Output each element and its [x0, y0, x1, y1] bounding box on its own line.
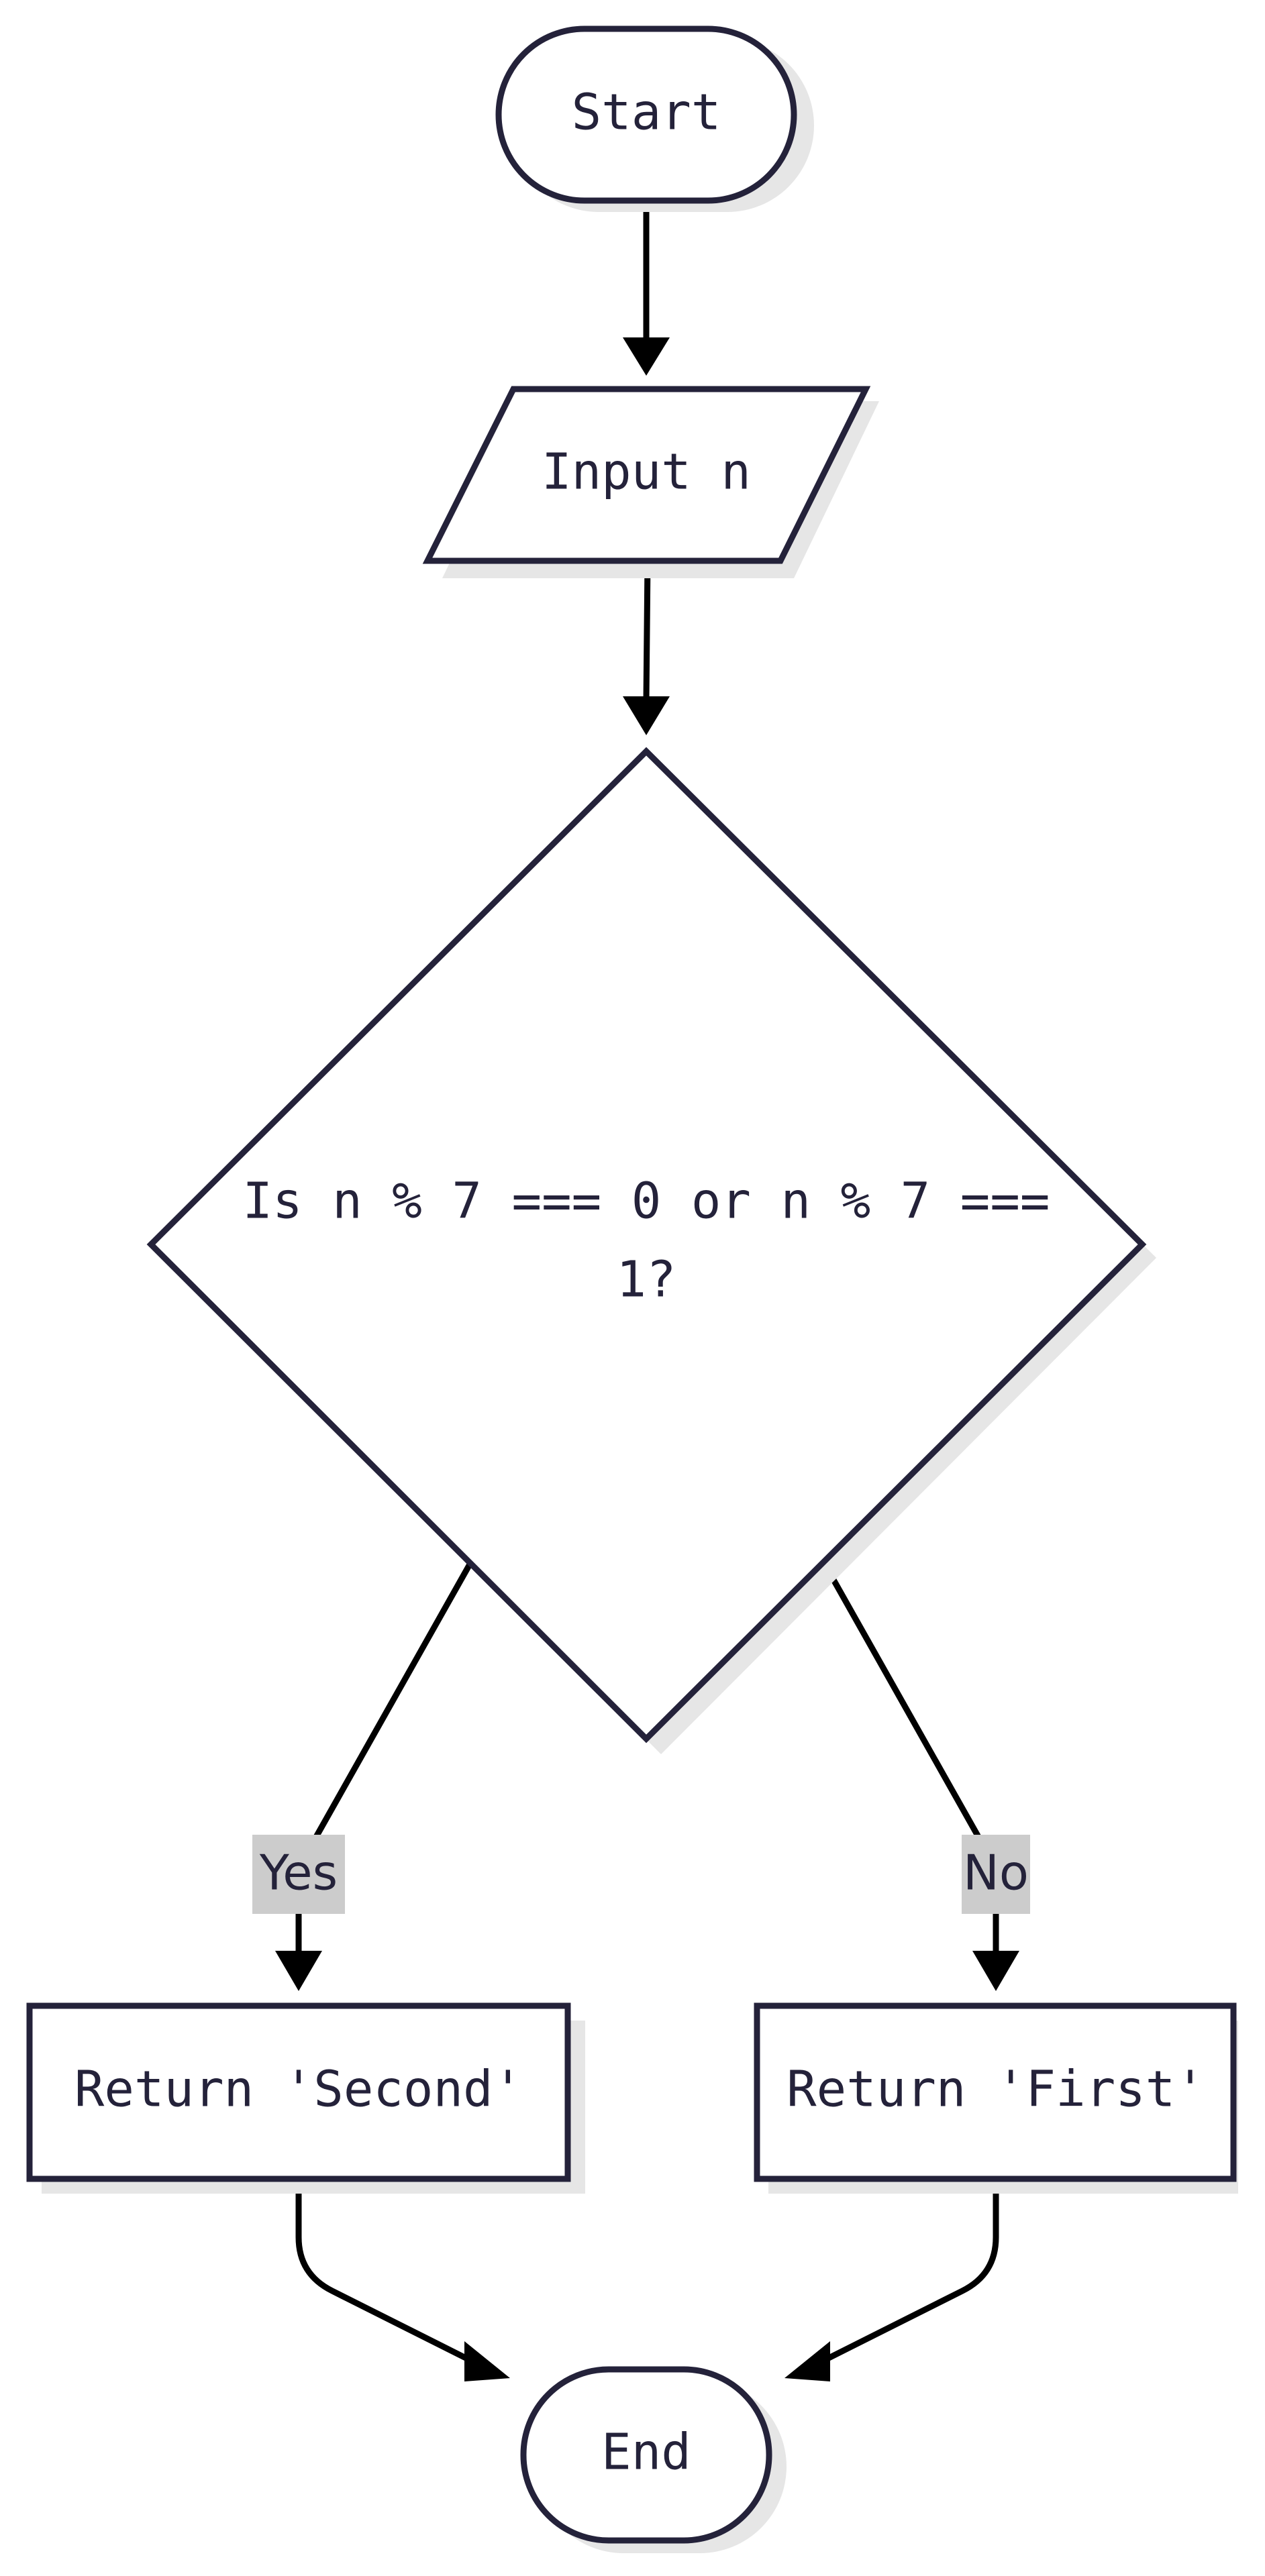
- node-return-second: Return 'Second': [26, 2002, 585, 2194]
- node-decision-label-line1: Is n % 7 === 0 or n % 7 ===: [243, 1173, 1050, 1230]
- node-return-first: Return 'First': [754, 2002, 1238, 2194]
- node-return-second-label: Return 'Second': [74, 2061, 523, 2118]
- edge-label-yes-text: Yes: [259, 1845, 338, 1901]
- edge-label-yes: Yes: [252, 1835, 345, 1914]
- node-start: Start: [495, 25, 814, 212]
- node-start-label: Start: [572, 84, 721, 142]
- node-end-label: End: [601, 2424, 691, 2481]
- node-decision: Is n % 7 === 0 or n % 7 === 1?: [146, 747, 1156, 1754]
- node-end: End: [520, 2366, 787, 2553]
- edge-return-first-to-end: [785, 2177, 999, 2381]
- edge-decision-to-return-first: [821, 1560, 1019, 1991]
- edge-label-no: No: [962, 1835, 1030, 1914]
- edge-input-to-decision: [623, 557, 670, 735]
- edge-return-second-to-end: [295, 2177, 510, 2381]
- node-return-first-label: Return 'First': [787, 2061, 1205, 2118]
- edge-decision-to-return-second: [275, 1560, 474, 1991]
- node-input-label: Input n: [542, 443, 751, 501]
- edge-start-to-input: [623, 198, 670, 376]
- node-input: Input n: [422, 386, 879, 578]
- node-decision-label-line2: 1?: [616, 1251, 676, 1309]
- edge-label-no-text: No: [963, 1845, 1029, 1901]
